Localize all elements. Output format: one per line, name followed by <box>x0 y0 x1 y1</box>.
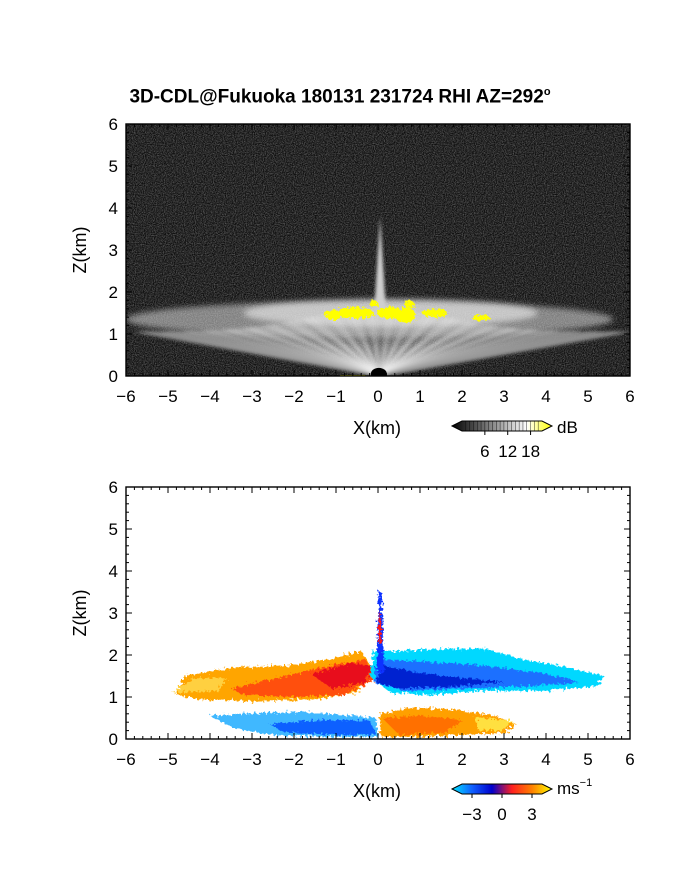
strong-echo-patch <box>404 300 415 309</box>
y-axis-label: Z(km) <box>70 590 90 637</box>
colorbar-db-tick-label: 18 <box>521 442 540 461</box>
y-tick-label: 2 <box>109 283 118 302</box>
y-tick-label: 0 <box>109 730 118 749</box>
colorbar-velocity-tick-label: 3 <box>527 805 536 824</box>
x-tick-label: 3 <box>499 387 508 406</box>
x-tick-label: 2 <box>457 750 466 769</box>
colorbar-velocity-bar <box>450 783 554 795</box>
y-axis-label: Z(km) <box>70 227 90 274</box>
lidar-site <box>370 367 387 376</box>
colorbar-db-tick-label: 12 <box>498 442 517 461</box>
figure-title-text: 3D-CDL@Fukuoka 180131 231724 RHI AZ=292 <box>129 86 544 108</box>
vertical-spike-positive <box>378 608 382 643</box>
x-tick-label: −5 <box>158 750 177 769</box>
positive-flow-strong <box>310 663 372 689</box>
low-level-positive-edge <box>474 718 513 731</box>
colorbar-velocity-tick-label: 0 <box>497 805 506 824</box>
x-tick-label: −5 <box>158 387 177 406</box>
figure-title: 3D-CDL@Fukuoka 180131 231724 RHI AZ=292o <box>0 86 680 108</box>
y-tick-label: 6 <box>109 115 118 134</box>
low-level-negative-core <box>268 720 376 735</box>
strong-echo-patch <box>336 307 374 319</box>
y-tick-label: 1 <box>109 325 118 344</box>
y-tick-label: 0 <box>109 367 118 386</box>
colorbar-db-unit: dB <box>557 418 578 437</box>
y-tick-label: 1 <box>109 688 118 707</box>
y-tick-label: 3 <box>109 604 118 623</box>
x-tick-label: −4 <box>200 750 219 769</box>
colorbar-velocity: −3 0 3 ms−1 <box>450 777 592 824</box>
x-tick-label: 4 <box>541 750 550 769</box>
x-axis-label: X(km) <box>353 418 401 438</box>
velocity-field <box>172 592 605 737</box>
y-tick-label: 4 <box>109 199 118 218</box>
x-tick-label: −6 <box>116 387 135 406</box>
y-tick-label: 3 <box>109 241 118 260</box>
x-tick-label: 6 <box>625 750 634 769</box>
strong-echo-patch <box>422 308 448 318</box>
y-tick-label: 5 <box>109 157 118 176</box>
colorbar-velocity-unit: ms−1 <box>557 777 592 798</box>
colorbar-db-bar <box>450 420 554 432</box>
x-tick-label: 4 <box>541 387 550 406</box>
x-tick-label: −4 <box>200 387 219 406</box>
x-tick-label: −2 <box>284 750 303 769</box>
y-tick-label: 6 <box>109 478 118 497</box>
positive-flow-edge <box>172 678 227 693</box>
x-tick-label: 5 <box>583 750 592 769</box>
x-tick-label: 1 <box>415 387 424 406</box>
x-tick-label: 0 <box>373 387 382 406</box>
velocity-panel: −6 −5 −4 −3 −2 −1 0 1 2 3 4 5 6 0 1 2 3 4 5 6 X(km) Z(km) −3 0 3… <box>70 478 635 824</box>
x-tick-label: 2 <box>457 387 466 406</box>
x-tick-label: −3 <box>242 387 261 406</box>
colorbar-db: 6 12 18 dB <box>450 418 578 461</box>
x-tick-label: −3 <box>242 750 261 769</box>
backscatter-image <box>126 124 630 376</box>
low-level-positive-core <box>382 715 462 735</box>
strong-echo <box>324 300 491 323</box>
x-tick-label: −2 <box>284 387 303 406</box>
colorbar-velocity-unit-exponent: −1 <box>580 777 593 789</box>
negative-flow-strong <box>375 665 504 689</box>
y-tick-label: 5 <box>109 520 118 539</box>
y-tick-label: 2 <box>109 646 118 665</box>
vertical-spike <box>374 216 387 313</box>
echo-beam <box>379 330 630 376</box>
colorbar-db-tick-label: 6 <box>480 442 489 461</box>
x-tick-label: 0 <box>373 750 382 769</box>
x-axis-label: X(km) <box>353 781 401 801</box>
colorbar-velocity-tick-label: −3 <box>462 805 481 824</box>
x-tick-label: 3 <box>499 750 508 769</box>
x-tick-label: 5 <box>583 387 592 406</box>
x-tick-label: −1 <box>326 387 345 406</box>
degree-sign: o <box>543 86 551 98</box>
x-tick-label: 6 <box>625 387 634 406</box>
velocity-image <box>172 592 605 737</box>
strong-echo-patch <box>471 315 491 321</box>
strong-echo-patch <box>369 300 378 308</box>
x-tick-label: 1 <box>415 750 424 769</box>
strong-echo-patch <box>394 307 416 323</box>
x-tick-label: −1 <box>326 750 345 769</box>
y-tick-label: 4 <box>109 562 118 581</box>
x-tick-label: −6 <box>116 750 135 769</box>
